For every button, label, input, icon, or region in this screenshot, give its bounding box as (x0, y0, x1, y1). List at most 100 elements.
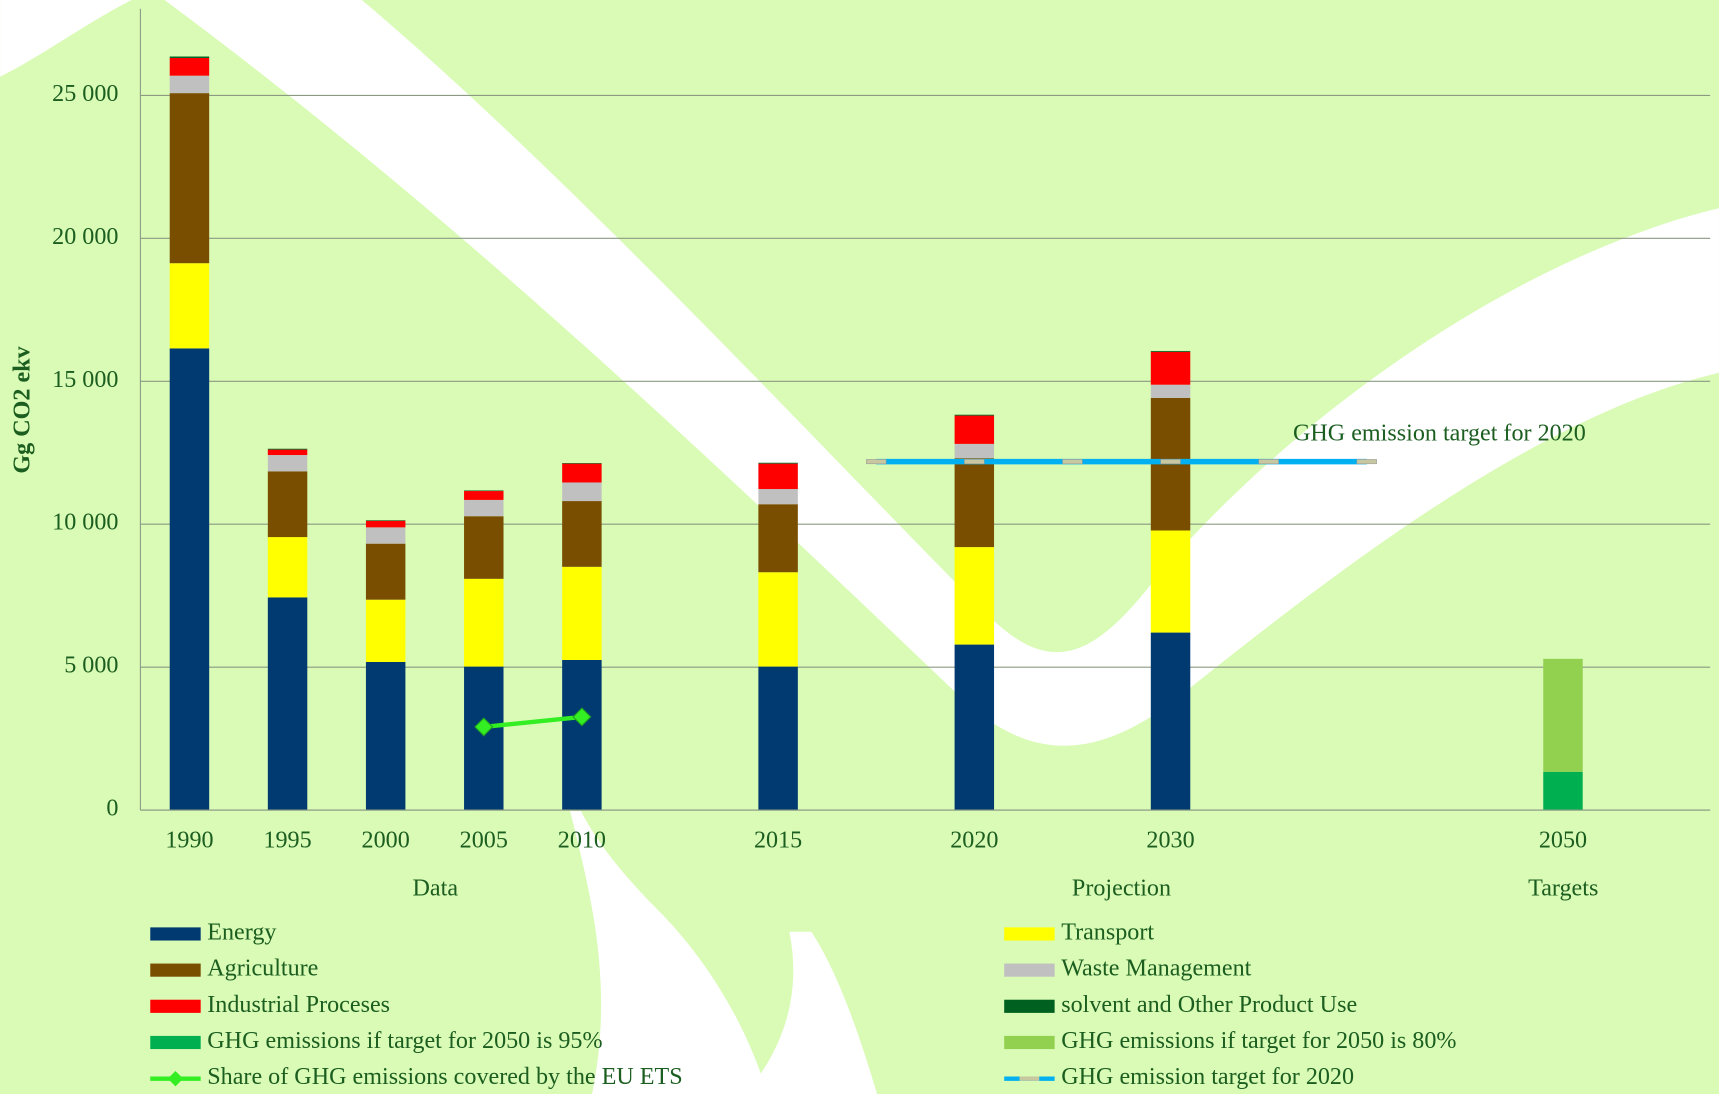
bar-segment (1150, 384, 1191, 398)
bar-segment (365, 662, 406, 811)
line-marker (964, 459, 985, 465)
bar-segment (464, 516, 504, 579)
legend-label: solvent and Other Product Use (1061, 992, 1357, 1018)
bar-segment (1543, 658, 1583, 772)
bar-segment (169, 348, 210, 811)
bar-segment (758, 572, 798, 667)
bar-segment (365, 520, 406, 528)
bar-segment (365, 527, 406, 544)
y-tick-label: 15 000 (52, 367, 118, 393)
legend-marker (1019, 1076, 1040, 1081)
bar-segment (1150, 632, 1191, 811)
y-tick-label: 0 (106, 796, 118, 822)
x-tick-label: 2010 (558, 827, 606, 853)
bar-segment (758, 462, 798, 464)
bar-segment (562, 463, 602, 483)
bar-segment (464, 499, 504, 517)
bar-segment (267, 448, 308, 450)
x-tick-label: 2050 (1539, 827, 1587, 853)
x-tick-label: 2015 (754, 827, 802, 853)
background-swoosh (745, 931, 878, 1094)
legend-swatch (150, 999, 201, 1013)
legend-label: Waste Management (1061, 956, 1251, 982)
legend-label: Share of GHG emissions covered by the EU… (207, 1064, 682, 1090)
y-axis-label: Gg CO2 ekv (10, 345, 36, 473)
bar-segment (562, 566, 602, 661)
bar-segment (758, 504, 798, 573)
bar-segment (267, 449, 308, 456)
bar-segment (169, 56, 210, 58)
bar-segment (267, 537, 308, 598)
bar-segment (954, 443, 995, 459)
bar-segment (954, 458, 995, 548)
annotation: GHG emission target for 2020 (1293, 421, 1586, 447)
bar-segment (169, 75, 210, 94)
legend-swatch (1004, 999, 1055, 1013)
background-swoosh (570, 811, 768, 1094)
bar-segment (464, 578, 504, 667)
bar-segment (169, 93, 210, 264)
x-tick-label: 1995 (263, 827, 311, 853)
bar-segment (954, 414, 995, 416)
line-marker (1062, 459, 1083, 465)
x-tick-label: 2020 (950, 827, 998, 853)
legend-swatch (150, 927, 201, 941)
bar-segment (464, 666, 504, 811)
bar-segment (464, 490, 504, 492)
bar-segment (169, 57, 210, 76)
bar-segment (1150, 351, 1191, 385)
legend-label: GHG emissions if target for 2050 is 80% (1061, 1028, 1456, 1054)
bar-segment (267, 597, 308, 811)
bar-segment (758, 666, 798, 811)
legend-label: GHG emissions if target for 2050 is 95% (207, 1028, 602, 1054)
legend-marker (167, 1070, 184, 1087)
bar-segment (464, 491, 504, 500)
bar-segment (562, 660, 602, 811)
line-marker (1258, 459, 1279, 465)
line-marker (474, 717, 494, 737)
bar-segment (562, 463, 602, 464)
bar-segment (365, 599, 406, 663)
y-tick-label: 20 000 (52, 224, 118, 250)
legend-swatch (1004, 927, 1055, 941)
y-tick-label: 25 000 (52, 81, 118, 107)
group-label: Targets (1528, 876, 1598, 902)
bar-segment (1150, 530, 1191, 633)
group-label: Projection (1072, 876, 1171, 902)
x-tick-label: 2030 (1146, 827, 1194, 853)
background-swoosh (164, 0, 1719, 746)
x-tick-label: 2005 (460, 827, 508, 853)
x-tick-label: 1990 (165, 827, 213, 853)
line-marker (1356, 459, 1377, 465)
line-marker (572, 707, 592, 727)
legend-swatch (1004, 963, 1055, 977)
bar-segment (758, 489, 798, 505)
legend-label: Industrial Proceses (207, 992, 390, 1018)
bar-segment (562, 482, 602, 502)
bar-segment (169, 263, 210, 349)
legend-label: GHG emission target for 2020 (1061, 1064, 1354, 1090)
bar-segment (267, 455, 308, 472)
bar-segment (267, 471, 308, 538)
line-marker (1160, 459, 1181, 465)
bar-segment (1150, 350, 1191, 352)
bar-segment (758, 463, 798, 490)
background-swoosh (0, 0, 132, 77)
group-label: Data (413, 876, 459, 902)
bar-segment (562, 501, 602, 567)
legend-swatch (1004, 1035, 1055, 1050)
bar-segment (365, 520, 406, 521)
legend-label: Agriculture (207, 956, 318, 982)
line (483, 714, 583, 730)
legend-swatch (150, 963, 201, 977)
x-tick-label: 2000 (362, 827, 410, 853)
bar-segment (954, 547, 995, 645)
bar-segment (365, 543, 406, 600)
bar-segment (954, 415, 995, 444)
legend-label: Transport (1061, 919, 1154, 945)
legend-swatch (150, 1035, 201, 1050)
bar-segment (954, 644, 995, 811)
y-tick-label: 5 000 (64, 653, 118, 679)
